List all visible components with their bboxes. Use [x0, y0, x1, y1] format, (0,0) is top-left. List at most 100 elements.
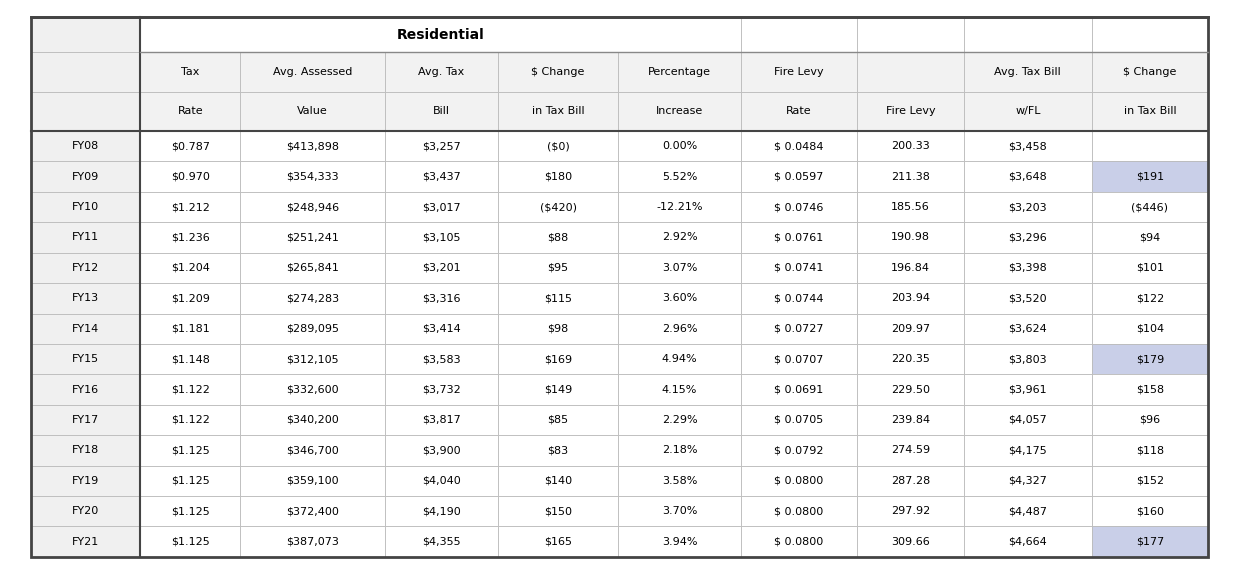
Text: $1.125: $1.125 — [171, 506, 209, 516]
Bar — [498, 222, 618, 253]
Text: $118: $118 — [1136, 445, 1163, 455]
Bar — [857, 283, 964, 313]
Text: $312,105: $312,105 — [286, 354, 339, 364]
Bar — [240, 222, 384, 253]
Bar — [140, 405, 240, 435]
Text: $3,803: $3,803 — [1009, 354, 1047, 364]
Text: $340,200: $340,200 — [286, 415, 339, 425]
Bar — [140, 17, 240, 52]
Text: Percentage: Percentage — [648, 67, 711, 77]
Text: 220.35: 220.35 — [891, 354, 929, 364]
Text: Fire Levy: Fire Levy — [774, 67, 824, 77]
Bar — [384, 222, 498, 253]
Text: 185.56: 185.56 — [891, 202, 929, 212]
Text: $ 0.0727: $ 0.0727 — [774, 324, 824, 333]
Bar — [31, 374, 140, 405]
Text: $3,105: $3,105 — [422, 232, 461, 242]
Bar — [140, 313, 240, 344]
Bar — [31, 435, 140, 466]
Text: $101: $101 — [1136, 263, 1163, 273]
Bar — [384, 253, 498, 283]
Text: 2.92%: 2.92% — [662, 232, 698, 242]
Text: $3,203: $3,203 — [1009, 202, 1047, 212]
Text: $372,400: $372,400 — [286, 506, 339, 516]
Bar — [498, 374, 618, 405]
Bar — [618, 161, 741, 192]
Bar — [1092, 435, 1208, 466]
Text: $ Change: $ Change — [1124, 67, 1177, 77]
Text: $354,333: $354,333 — [286, 172, 339, 182]
Bar — [1092, 222, 1208, 253]
Text: $ 0.0484: $ 0.0484 — [774, 141, 824, 152]
Text: Increase: Increase — [655, 106, 704, 117]
Bar — [498, 344, 618, 374]
Bar — [31, 466, 140, 496]
Text: $3,648: $3,648 — [1009, 172, 1047, 182]
Text: $1.209: $1.209 — [171, 293, 209, 303]
Text: $3,961: $3,961 — [1009, 385, 1047, 394]
Text: $3,458: $3,458 — [1009, 141, 1047, 152]
Text: $4,664: $4,664 — [1009, 537, 1047, 546]
Bar — [31, 92, 140, 131]
Text: $ 0.0691: $ 0.0691 — [774, 385, 824, 394]
Bar — [140, 344, 240, 374]
Text: $158: $158 — [1136, 385, 1163, 394]
Bar — [741, 131, 857, 161]
Bar — [31, 405, 140, 435]
Bar — [741, 466, 857, 496]
Bar — [964, 526, 1092, 557]
Text: $1.125: $1.125 — [171, 537, 209, 546]
Text: $0.970: $0.970 — [171, 172, 209, 182]
Bar — [1092, 405, 1208, 435]
Bar — [964, 253, 1092, 283]
Text: 200.33: 200.33 — [891, 141, 929, 152]
Text: Value: Value — [297, 106, 328, 117]
Text: $ Change: $ Change — [532, 67, 585, 77]
Text: 229.50: 229.50 — [891, 385, 930, 394]
Bar — [240, 313, 384, 344]
Bar — [498, 192, 618, 222]
Text: $3,201: $3,201 — [422, 263, 461, 273]
Bar — [240, 131, 384, 161]
Bar — [498, 131, 618, 161]
Bar — [140, 526, 240, 557]
Bar — [618, 496, 741, 526]
Text: Avg. Tax Bill: Avg. Tax Bill — [995, 67, 1062, 77]
Bar — [140, 253, 240, 283]
Text: $ 0.0761: $ 0.0761 — [774, 232, 824, 242]
Text: in Tax Bill: in Tax Bill — [1124, 106, 1176, 117]
Bar — [1092, 161, 1208, 192]
Text: Rate: Rate — [787, 106, 812, 117]
Text: $ 0.0741: $ 0.0741 — [774, 263, 824, 273]
Bar — [31, 526, 140, 557]
Text: FY20: FY20 — [72, 506, 99, 516]
Bar — [857, 435, 964, 466]
Text: $289,095: $289,095 — [286, 324, 339, 333]
Text: FY13: FY13 — [72, 293, 99, 303]
Text: $1.122: $1.122 — [171, 415, 209, 425]
Bar — [31, 222, 140, 253]
Bar — [140, 374, 240, 405]
Text: $ 0.0792: $ 0.0792 — [774, 445, 824, 455]
Text: FY17: FY17 — [72, 415, 99, 425]
Bar — [498, 283, 618, 313]
Text: $0.787: $0.787 — [171, 141, 209, 152]
Text: 2.18%: 2.18% — [662, 445, 698, 455]
Text: $191: $191 — [1136, 172, 1163, 182]
Text: $94: $94 — [1140, 232, 1161, 242]
Bar — [1092, 52, 1208, 92]
Text: $95: $95 — [548, 263, 569, 273]
Text: 309.66: 309.66 — [891, 537, 929, 546]
Text: $180: $180 — [544, 172, 572, 182]
Bar — [498, 52, 618, 92]
Bar — [384, 313, 498, 344]
Bar — [741, 253, 857, 283]
Text: $3,817: $3,817 — [422, 415, 461, 425]
Bar — [31, 253, 140, 283]
Text: $3,624: $3,624 — [1009, 324, 1047, 333]
Bar — [741, 283, 857, 313]
Bar — [964, 192, 1092, 222]
Bar — [741, 92, 857, 131]
Bar — [857, 131, 964, 161]
Bar — [618, 374, 741, 405]
